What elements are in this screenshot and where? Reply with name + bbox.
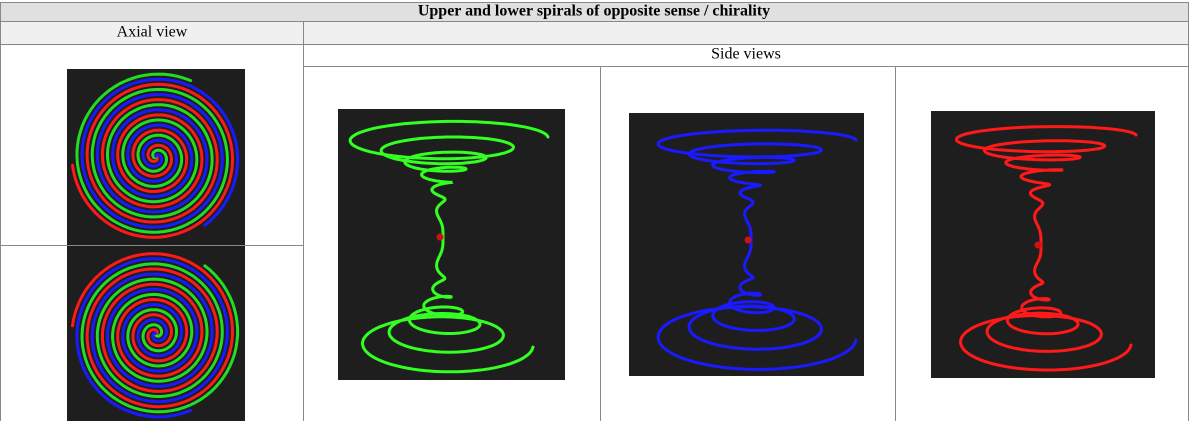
column-header: Axial view xyxy=(117,24,188,41)
side-image-blue xyxy=(629,113,864,376)
center-dot xyxy=(437,234,444,241)
page: Upper and lower spirals of opposite sens… xyxy=(0,0,1189,421)
side-image-green xyxy=(338,109,565,380)
table-title: Upper and lower spirals of opposite sens… xyxy=(418,3,770,20)
center-dot xyxy=(745,237,752,244)
column-header: Side views xyxy=(711,46,781,63)
center-dot xyxy=(1035,242,1042,249)
